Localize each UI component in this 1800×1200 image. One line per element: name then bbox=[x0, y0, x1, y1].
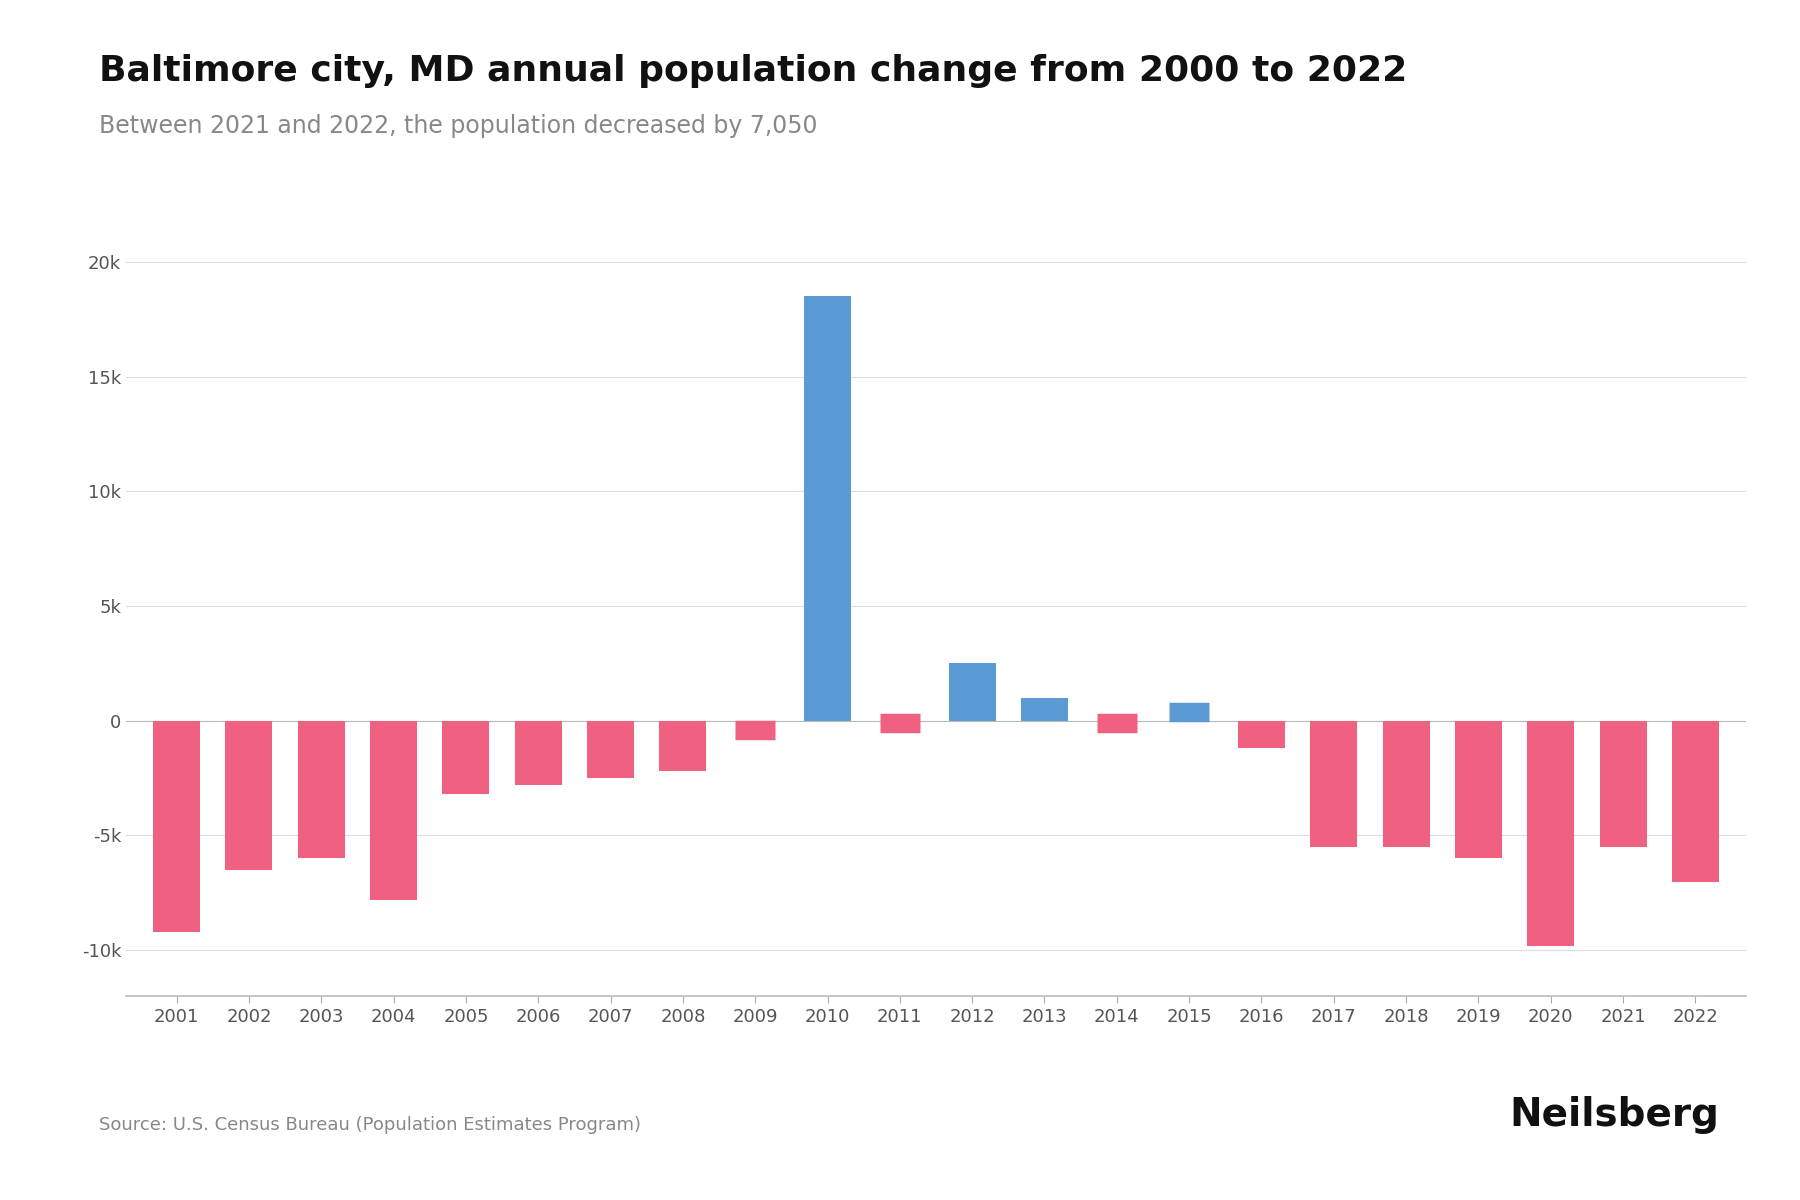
Bar bbox=[1021, 697, 1067, 721]
Bar bbox=[297, 721, 346, 858]
Bar bbox=[225, 721, 272, 870]
Bar bbox=[659, 721, 706, 772]
Bar bbox=[1238, 721, 1285, 749]
Bar bbox=[1600, 721, 1647, 847]
Text: Between 2021 and 2022, the population decreased by 7,050: Between 2021 and 2022, the population de… bbox=[99, 114, 817, 138]
Bar bbox=[1672, 721, 1719, 882]
Bar bbox=[153, 721, 200, 931]
Bar bbox=[443, 721, 490, 794]
Bar bbox=[371, 721, 418, 900]
Text: Source: U.S. Census Bureau (Population Estimates Program): Source: U.S. Census Bureau (Population E… bbox=[99, 1116, 641, 1134]
Text: Baltimore city, MD annual population change from 2000 to 2022: Baltimore city, MD annual population cha… bbox=[99, 54, 1408, 88]
Bar bbox=[1526, 721, 1575, 946]
Bar bbox=[805, 296, 851, 721]
Bar bbox=[587, 721, 634, 778]
Bar bbox=[1382, 721, 1429, 847]
Text: Neilsberg: Neilsberg bbox=[1508, 1096, 1719, 1134]
Bar bbox=[1454, 721, 1501, 858]
Bar bbox=[515, 721, 562, 785]
Bar bbox=[1310, 721, 1357, 847]
Bar bbox=[949, 664, 995, 721]
